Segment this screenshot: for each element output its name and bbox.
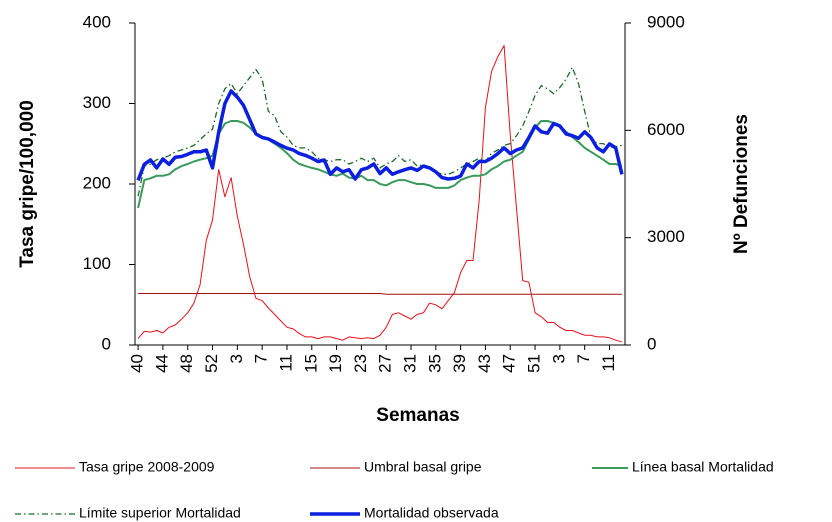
x-tick-label: 44 — [152, 354, 171, 373]
x-tick-label: 3 — [227, 354, 246, 363]
y2-tick-label: 9000 — [647, 12, 685, 31]
y-tick-label: 0 — [102, 334, 111, 353]
x-tick-label: 52 — [202, 354, 221, 373]
legend-label: Umbral basal gripe — [364, 459, 482, 475]
series-line — [136, 89, 624, 182]
x-tick-label: 3 — [549, 354, 568, 363]
series-line — [137, 66, 623, 197]
x-tick-label: 7 — [252, 354, 271, 363]
y2-tick-label: 6000 — [647, 120, 685, 139]
x-tick-label: 11 — [276, 354, 295, 372]
x-tick-label: 15 — [301, 354, 320, 373]
y2-tick-label: 0 — [647, 334, 656, 353]
legend-label: Línea basal Mortalidad — [632, 459, 774, 475]
x-tick-label: 23 — [351, 354, 370, 373]
legend-label: Límite superior Mortalidad — [79, 505, 241, 521]
x-tick-label: 43 — [475, 354, 494, 373]
x-tick-label: 11 — [599, 354, 618, 372]
legend-label: Tasa gripe 2008-2009 — [79, 459, 215, 475]
y-tick-label: 300 — [83, 93, 111, 112]
legend-label: Mortalidad observada — [364, 505, 499, 521]
x-tick-label: 31 — [400, 354, 419, 373]
x-tick-label: 40 — [128, 354, 147, 373]
y-tick-label: 200 — [83, 173, 111, 192]
x-tick-label: 35 — [425, 354, 444, 373]
x-tick-label: 39 — [450, 354, 469, 373]
y-tick-label: 400 — [83, 12, 111, 31]
y2-tick-label: 3000 — [647, 227, 685, 246]
x-tick-label: 51 — [525, 354, 544, 373]
y2-axis-title: Nº Defunciones — [731, 114, 752, 254]
x-tick-label: 27 — [376, 354, 395, 373]
x-axis-title: Semanas — [376, 405, 459, 426]
x-tick-label: 19 — [326, 354, 345, 373]
x-tick-label: 7 — [574, 354, 593, 363]
series-line — [137, 45, 623, 343]
x-tick-label: 48 — [177, 354, 196, 373]
x-tick-label: 47 — [500, 354, 519, 373]
y-tick-label: 100 — [83, 254, 111, 273]
series-line — [138, 293, 622, 295]
y-axis-title: Tasa gripe/100,000 — [17, 100, 38, 268]
